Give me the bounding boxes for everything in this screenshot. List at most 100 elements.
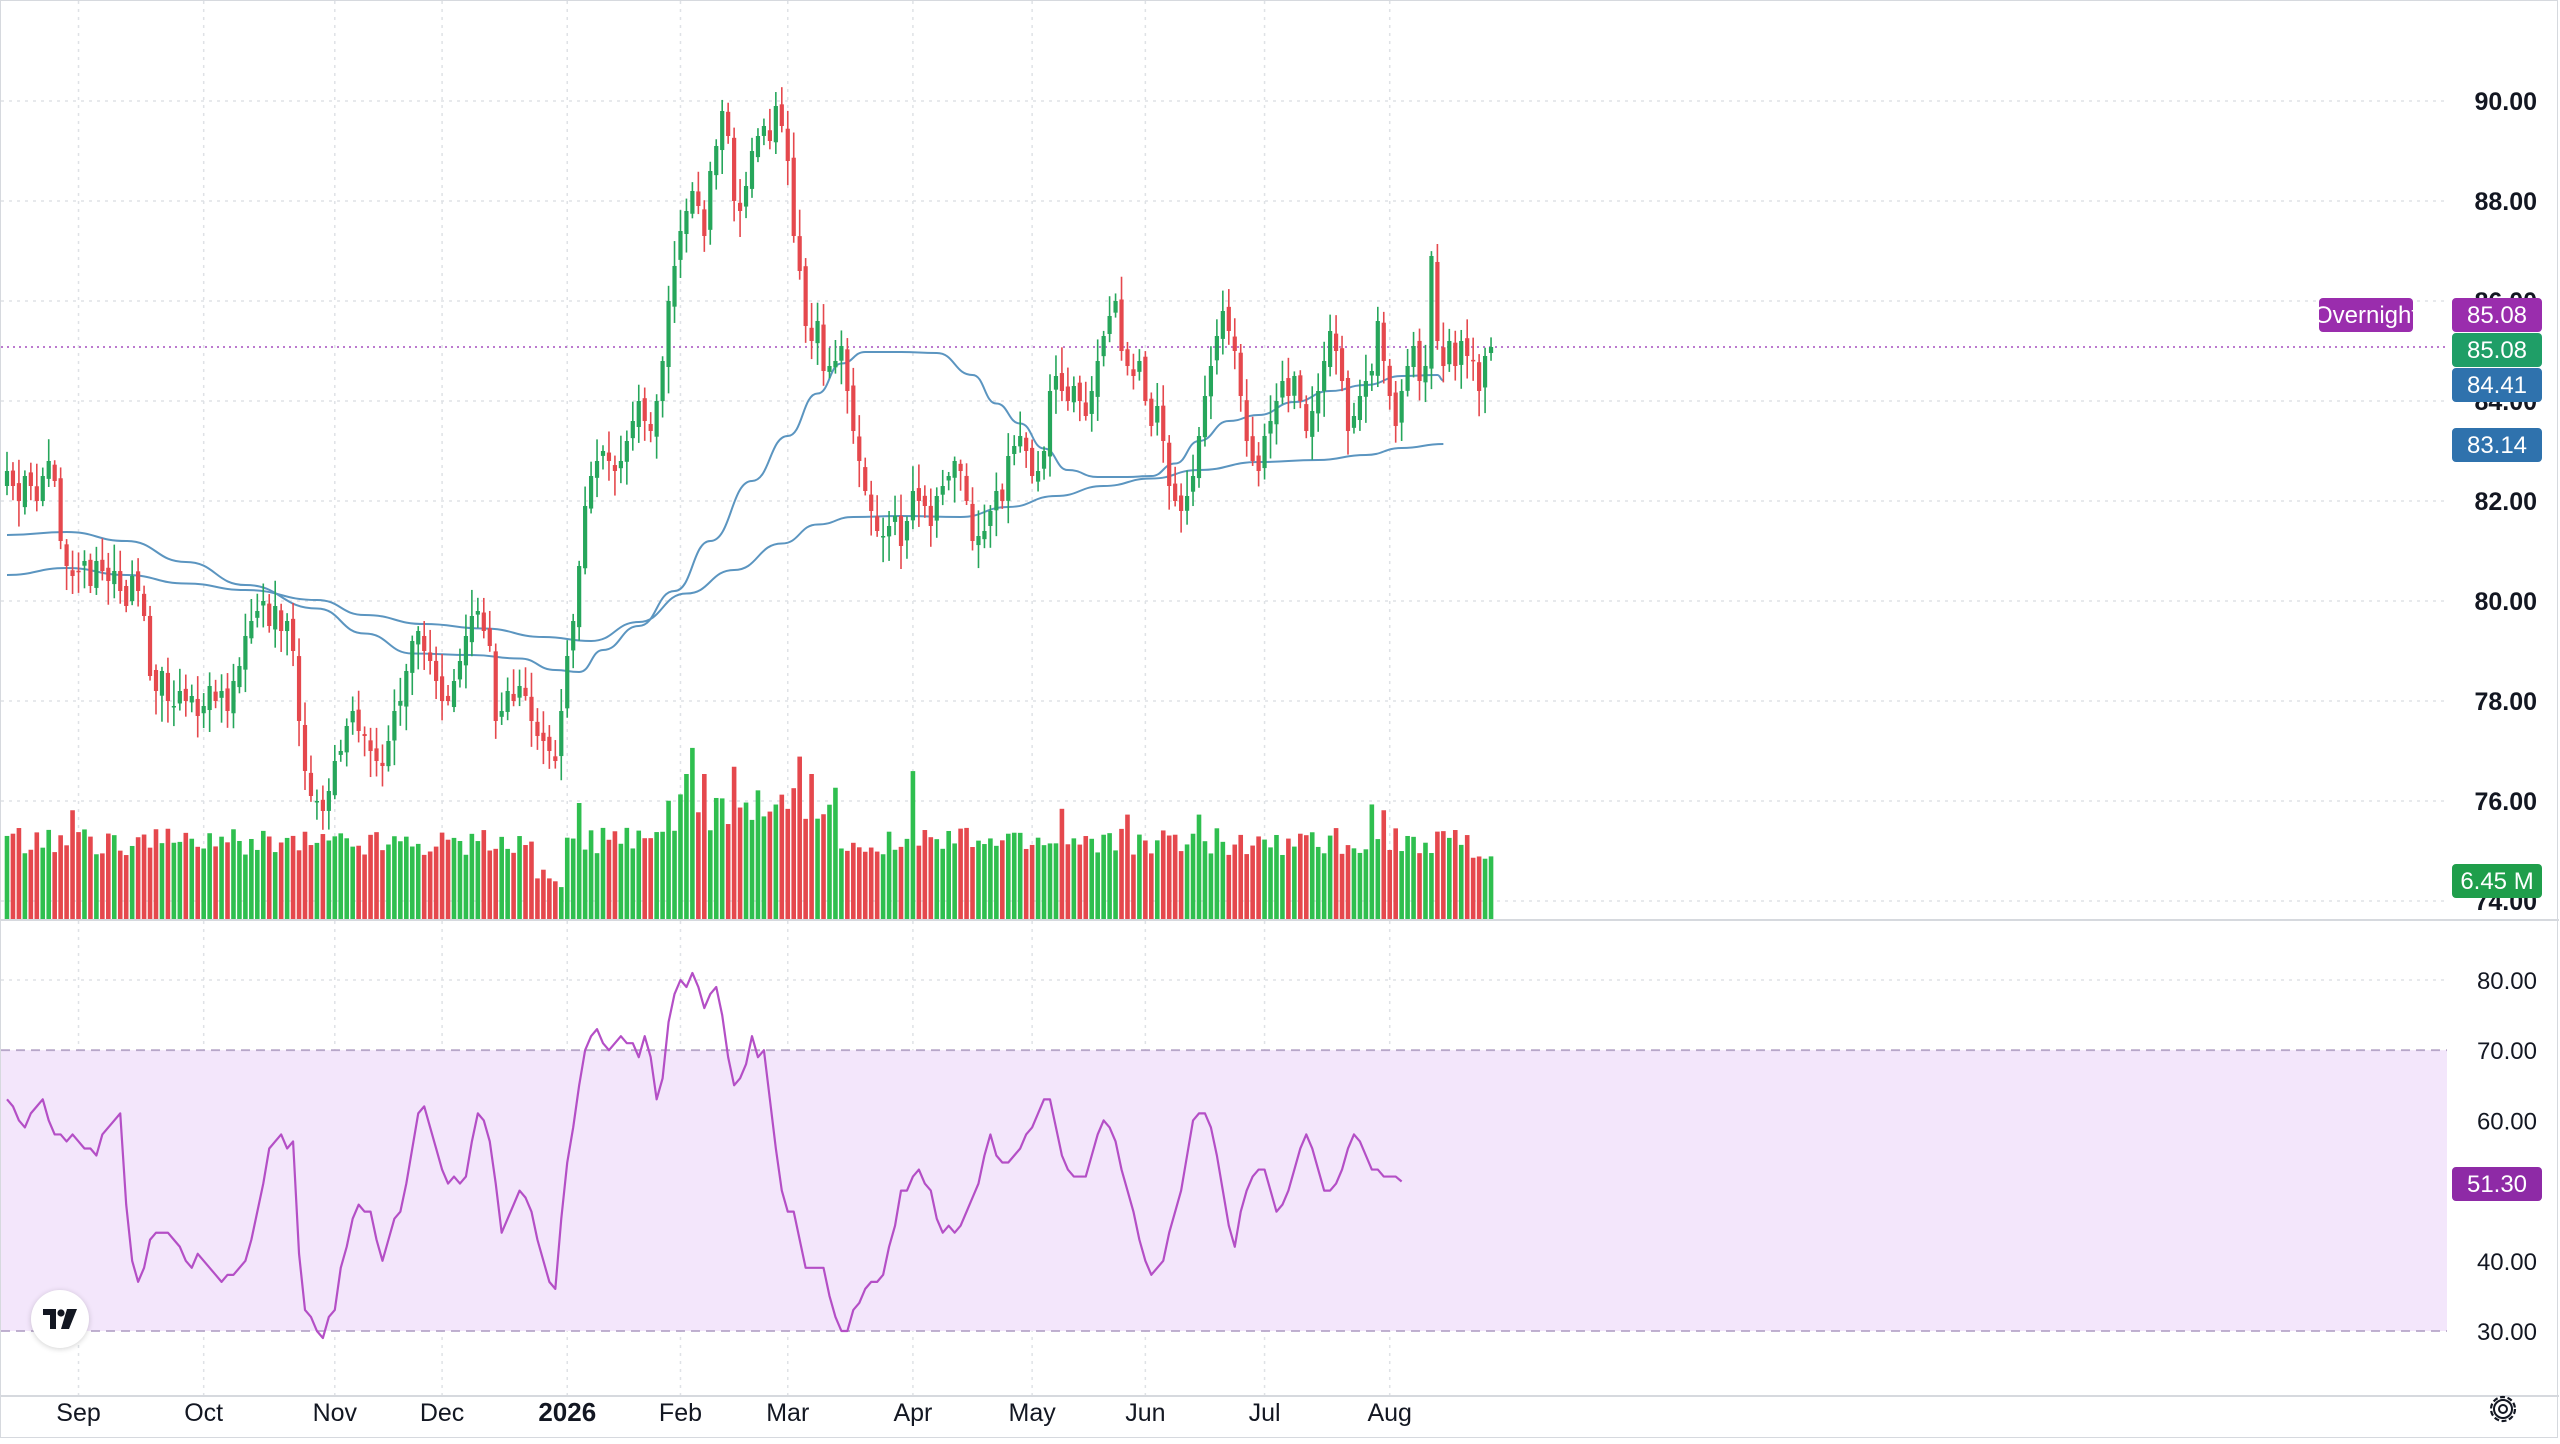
candle-body xyxy=(922,495,927,506)
candle-body xyxy=(1316,391,1321,414)
tv-logo-icon xyxy=(43,1309,77,1329)
volume-bar xyxy=(1435,831,1440,919)
candle-body xyxy=(493,651,498,721)
candle xyxy=(231,663,236,729)
volume-bar xyxy=(1137,834,1142,919)
candle-body xyxy=(410,641,415,673)
candle xyxy=(678,210,683,278)
candle-body xyxy=(1018,436,1023,447)
candle xyxy=(1250,416,1255,466)
candle-body xyxy=(1125,349,1130,366)
volume-bar xyxy=(862,851,868,919)
sma-slow-line xyxy=(6,443,1444,643)
volume-bars xyxy=(4,747,1494,919)
volume-bar xyxy=(648,838,653,919)
candle xyxy=(362,726,367,757)
candle xyxy=(529,672,534,747)
candle xyxy=(761,118,767,146)
candle xyxy=(1411,331,1416,378)
time-axis[interactable]: Sep Oct Nov Dec 2026 Feb Mar Apr May Jun Jul Aug xyxy=(56,1397,1412,1427)
settings-gear-icon[interactable] xyxy=(2486,1392,2520,1426)
candle xyxy=(177,668,182,711)
candle-body xyxy=(1143,356,1148,401)
candle-body xyxy=(559,711,564,757)
price-axis[interactable]: 90.0088.0086.0084.0082.0080.0078.0076.00… xyxy=(2474,88,2537,1346)
candle xyxy=(320,785,325,830)
candle xyxy=(165,657,171,723)
volume-bar xyxy=(135,837,141,919)
candle xyxy=(630,401,635,451)
candle xyxy=(1131,353,1136,390)
volume-bar xyxy=(1226,854,1232,919)
volume-bar xyxy=(225,842,230,919)
volume-bar xyxy=(1393,828,1398,919)
candle-body xyxy=(445,695,451,701)
volume-bar xyxy=(499,836,504,919)
candle xyxy=(356,690,361,743)
candle-body xyxy=(1149,398,1154,426)
candle xyxy=(207,672,212,733)
candle xyxy=(1256,442,1261,487)
candle xyxy=(273,580,278,648)
candle-body xyxy=(434,660,439,681)
candle xyxy=(1459,329,1464,389)
candle-body xyxy=(1006,456,1011,501)
tradingview-logo[interactable] xyxy=(31,1290,89,1348)
candle-body xyxy=(994,491,999,511)
candle-body xyxy=(1465,338,1470,356)
candle-body xyxy=(1202,396,1208,438)
candle-body xyxy=(547,736,552,751)
candle xyxy=(237,657,242,694)
candle-body xyxy=(380,762,385,766)
candle xyxy=(1304,395,1309,439)
volume-bar xyxy=(1274,834,1279,919)
volume-bar xyxy=(427,851,433,919)
volume-bar xyxy=(582,849,588,919)
candle-body xyxy=(225,688,230,711)
candle xyxy=(851,367,856,444)
volume-bar xyxy=(100,853,105,919)
candlesticks[interactable] xyxy=(4,87,1494,830)
candle xyxy=(296,638,302,747)
candle-body xyxy=(761,126,767,136)
candle-body xyxy=(779,104,784,126)
candle xyxy=(88,553,93,594)
candle xyxy=(457,648,463,688)
candle xyxy=(1006,433,1011,524)
candle xyxy=(1149,392,1154,437)
candle-body xyxy=(1268,421,1273,434)
candle xyxy=(153,664,159,715)
candle xyxy=(52,460,57,487)
volume-bar xyxy=(237,840,242,919)
candle xyxy=(1089,376,1094,432)
candle xyxy=(118,550,123,604)
volume-bar xyxy=(4,835,10,919)
candle xyxy=(487,610,492,652)
volume-bar xyxy=(1363,849,1369,919)
candle xyxy=(493,643,498,739)
candle-body xyxy=(1256,455,1261,471)
candle-body xyxy=(737,202,743,211)
price-tags: Overnight 85.08 85.08 84.41 83.14 6.45 M xyxy=(2314,298,2542,1201)
volume-bar xyxy=(1029,844,1035,919)
last-price-tag: 85.08 xyxy=(2452,333,2542,367)
candle-body xyxy=(1339,348,1345,381)
volume-bar xyxy=(415,843,421,919)
candle xyxy=(1417,328,1422,401)
rsi-band-fill xyxy=(1,1050,2447,1331)
candle-body xyxy=(416,631,421,645)
candle xyxy=(588,461,594,514)
volume-bar xyxy=(1458,844,1464,919)
volume-bar xyxy=(22,853,28,919)
candle xyxy=(1447,328,1452,372)
candle xyxy=(600,445,606,470)
candle-body xyxy=(350,711,355,723)
candle xyxy=(523,667,528,701)
candle-body xyxy=(1012,446,1017,454)
candle-body xyxy=(64,544,69,566)
candle-body xyxy=(523,687,528,696)
volume-bar xyxy=(541,869,546,919)
volume-bar xyxy=(487,850,493,919)
volume-bar xyxy=(624,827,630,919)
